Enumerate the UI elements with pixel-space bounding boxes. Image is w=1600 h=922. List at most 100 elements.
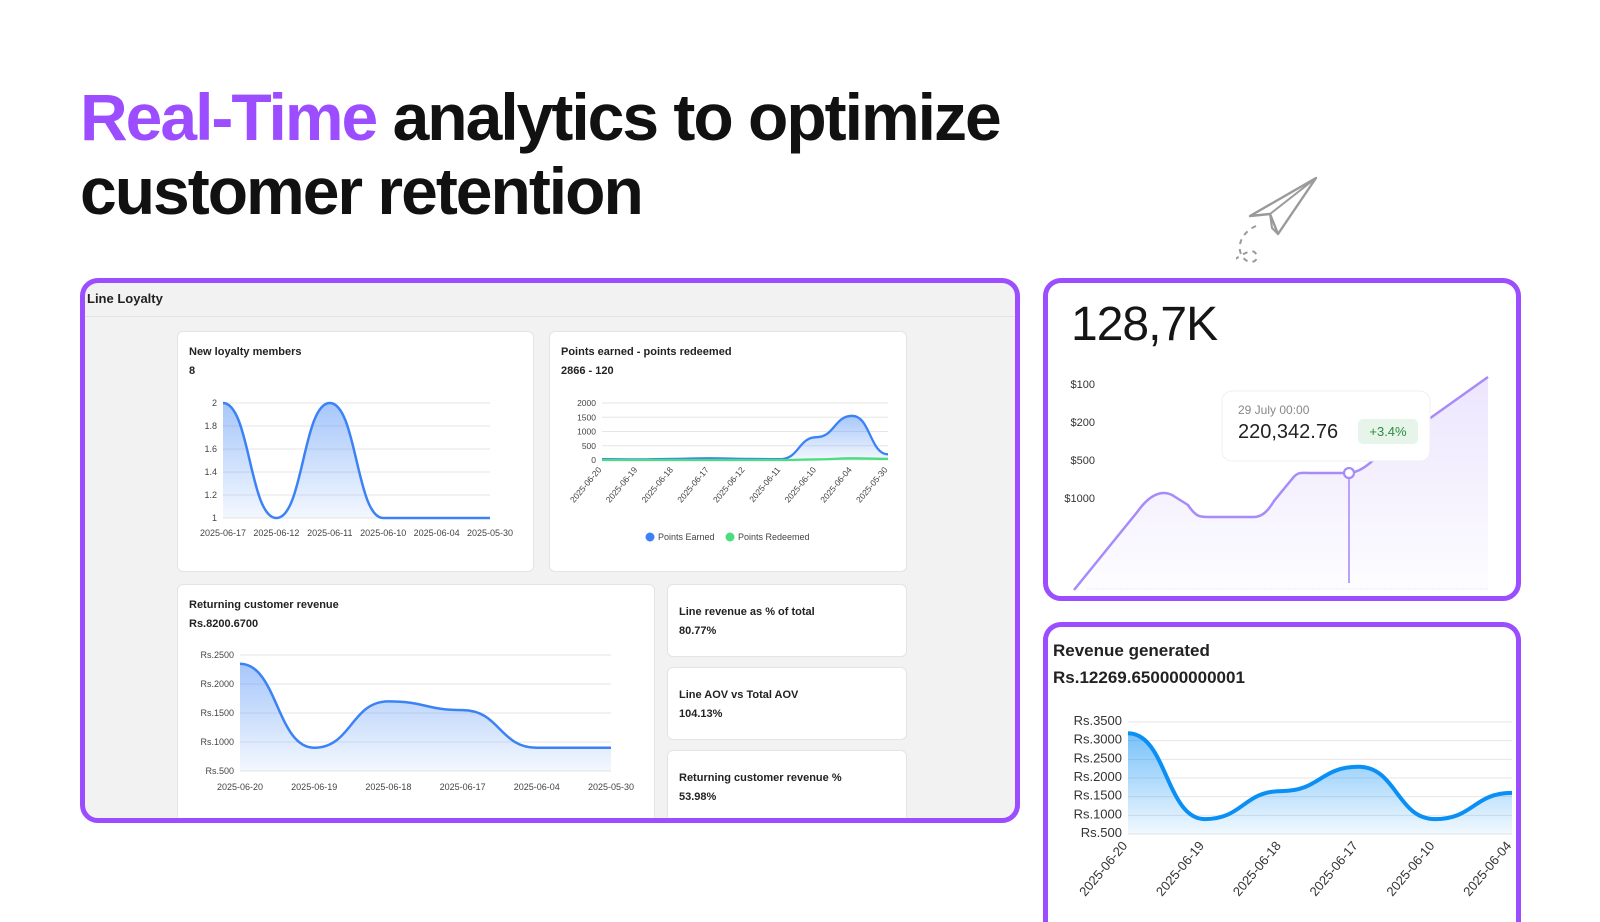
x-tick-label: 2025-06-17 xyxy=(675,465,711,505)
y-tick-label: $100 xyxy=(1071,379,1095,391)
line-revenue-pct-card[interactable]: Line revenue as % of total 80.77% xyxy=(667,584,907,657)
x-tick-label: 2025-06-19 xyxy=(291,782,337,792)
x-tick-label: 2025-06-18 xyxy=(365,782,411,792)
page-headline: Real-Time analytics to optimize customer… xyxy=(80,80,1080,228)
series-line xyxy=(222,401,490,520)
revenue-title: Revenue generated xyxy=(1053,641,1210,660)
x-tick-label: 2025-05-30 xyxy=(467,528,513,538)
kpi-panel: 128,7K $100 $200 $500 $1000 29 July 00:00 220… xyxy=(1043,278,1521,601)
y-tick-label: 1 xyxy=(212,513,217,523)
x-tick-label: 2025-06-19 xyxy=(604,465,640,505)
points-card[interactable]: Points earned - points redeemed 2866 - 1… xyxy=(549,331,907,572)
y-tick-label: 1500 xyxy=(577,412,596,422)
app-title: Line Loyalty xyxy=(87,291,163,306)
x-tick-label: 2025-06-04 xyxy=(1460,838,1514,899)
legend-label: Points Earned xyxy=(658,532,715,542)
revenue-generated-chart: Rs.500 Rs.1000 Rs.1500 Rs.2000 Rs.2500 Rs.300… xyxy=(1074,713,1515,899)
y-tick-label: Rs.1000 xyxy=(200,737,234,747)
revenue-value: Rs.12269.650000000001 xyxy=(1053,668,1245,687)
series-line xyxy=(1127,731,1513,822)
card-title: Line revenue as % of total xyxy=(679,606,815,618)
y-tick-label: Rs.500 xyxy=(205,766,234,776)
y-tick-label: Rs.3500 xyxy=(1074,713,1122,728)
card-value: 8 xyxy=(189,365,196,377)
x-tick-label: 2025-06-20 xyxy=(1076,838,1130,899)
kpi-trend-chart[interactable]: $100 $200 $500 $1000 29 July 00:00 220,342.76… xyxy=(1048,283,1516,596)
card-title: Returning customer revenue % xyxy=(679,772,842,784)
x-tick-label: 2025-05-30 xyxy=(588,782,634,792)
card-title: Line AOV vs Total AOV xyxy=(679,689,799,701)
card-value: 2866 - 120 xyxy=(561,365,614,377)
y-tick-label: Rs.1500 xyxy=(200,708,234,718)
tooltip-date: 29 July 00:00 xyxy=(1238,403,1310,417)
change-badge xyxy=(1358,419,1418,444)
y-tick-label: Rs.1500 xyxy=(1074,788,1122,803)
x-tick-label: 2025-06-04 xyxy=(514,782,560,792)
x-tick-label: 2025-06-10 xyxy=(782,465,818,505)
legend-label: Points Redeemed xyxy=(738,532,810,542)
x-tick-label: 2025-06-18 xyxy=(639,465,675,505)
x-tick-label: 2025-06-04 xyxy=(414,528,460,538)
series-line xyxy=(239,662,611,750)
returning-revenue-pct-card[interactable]: Returning customer revenue % 53.98% xyxy=(667,750,907,818)
card-value: Rs.8200.6700 xyxy=(189,618,259,630)
y-tick-label: 2 xyxy=(212,398,217,408)
revenue-generated-panel: Revenue generated Rs.12269.650000000001 … xyxy=(1043,622,1521,922)
y-tick-label: Rs.2500 xyxy=(1074,750,1122,765)
series-area xyxy=(240,663,611,771)
y-tick-label: 1.4 xyxy=(204,467,217,477)
new-members-card[interactable]: New loyalty members 8 1 1.2 1.4 1.6 1.8 2 2025… xyxy=(177,331,534,572)
y-tick-label: Rs.2000 xyxy=(200,679,234,689)
card-value: 53.98% xyxy=(679,791,717,803)
x-tick-label: 2025-06-04 xyxy=(818,465,854,505)
series-line xyxy=(601,457,889,462)
returning-revenue-chart: Rs.500 Rs.1000 Rs.1500 Rs.2000 Rs.2500 2025-0… xyxy=(200,650,634,792)
y-tick-label: Rs.2000 xyxy=(1074,769,1122,784)
y-tick-label: Rs.500 xyxy=(1081,825,1122,840)
x-tick-label: 2025-05-30 xyxy=(854,465,890,505)
x-tick-label: 2025-06-11 xyxy=(747,465,782,504)
headline-line2: customer retention xyxy=(80,154,644,228)
headline-rest: analytics to optimize xyxy=(376,80,1002,154)
x-tick-label: 2025-06-11 xyxy=(307,528,352,538)
y-tick-label: 500 xyxy=(582,441,596,451)
app-divider xyxy=(85,316,1015,317)
card-title: Returning customer revenue xyxy=(189,599,339,611)
card-title: New loyalty members xyxy=(189,346,302,358)
card-value: 104.13% xyxy=(679,708,723,720)
y-tick-label: Rs.3000 xyxy=(1074,732,1122,747)
x-tick-label: 2025-06-17 xyxy=(200,528,246,538)
series-area xyxy=(602,415,888,460)
x-tick-label: 2025-06-19 xyxy=(1153,838,1207,899)
x-tick-label: 2025-06-12 xyxy=(711,465,747,505)
change-badge-label: +3.4% xyxy=(1369,424,1407,439)
returning-revenue-card[interactable]: Returning customer revenue Rs.8200.6700 … xyxy=(177,584,655,818)
y-tick-label: 1000 xyxy=(577,427,596,437)
y-tick-label: $1000 xyxy=(1064,493,1095,505)
card-title: Points earned - points redeemed xyxy=(561,346,732,358)
legend-marker xyxy=(645,532,655,542)
x-tick-label: 2025-06-20 xyxy=(568,465,604,505)
y-tick-label: 1.8 xyxy=(204,421,217,431)
card-value: 80.77% xyxy=(679,625,717,637)
y-tick-label: Rs.2500 xyxy=(200,650,234,660)
x-tick-label: 2025-06-10 xyxy=(360,528,406,538)
x-tick-label: 2025-06-10 xyxy=(1383,838,1437,899)
line-aov-card[interactable]: Line AOV vs Total AOV 104.13% xyxy=(667,667,907,740)
series-area xyxy=(1128,733,1512,834)
y-tick-label: 1.6 xyxy=(204,444,217,454)
y-tick-label: 2000 xyxy=(577,398,596,408)
loyalty-dashboard-panel: Line Loyalty New loyalty members 8 1 1.2 1… xyxy=(80,278,1020,823)
series-area xyxy=(1074,377,1488,590)
y-tick-label: 0 xyxy=(591,455,596,465)
y-tick-label: $500 xyxy=(1071,455,1095,467)
x-tick-label: 2025-06-20 xyxy=(217,782,263,792)
legend-marker xyxy=(725,532,735,542)
hover-point xyxy=(1342,466,1356,480)
x-tick-label: 2025-06-18 xyxy=(1230,838,1284,899)
y-tick-label: Rs.1000 xyxy=(1074,806,1122,821)
paper-plane-icon xyxy=(1236,176,1318,263)
x-tick-label: 2025-06-17 xyxy=(440,782,486,792)
y-tick-label: $200 xyxy=(1071,417,1095,429)
